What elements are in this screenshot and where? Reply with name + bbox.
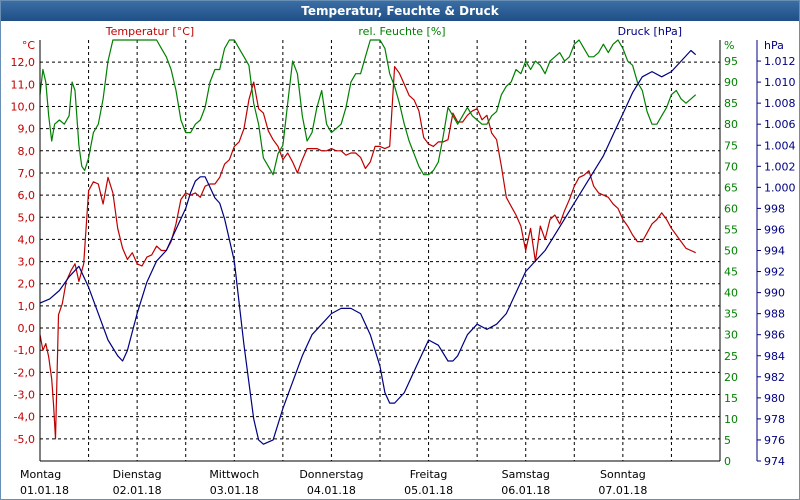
x-tick-date: 07.01.18 <box>598 484 647 497</box>
humidity-tick-label: 30 <box>724 329 738 342</box>
pressure-axis-title: Druck [hPa] <box>618 25 682 38</box>
humidity-tick-label: 90 <box>724 76 738 89</box>
humidity-tick-label: 40 <box>724 287 738 300</box>
x-tick-day: Donnerstag <box>299 468 363 481</box>
temperature-tick-label: -4,0 <box>14 411 35 424</box>
x-tick-date: 05.01.18 <box>404 484 453 497</box>
temperature-tick-label: -3,0 <box>14 389 35 402</box>
series-line-temperature <box>39 65 696 440</box>
x-tick-day: Samstag <box>502 468 550 481</box>
temperature-tick-label: 0,0 <box>18 322 36 335</box>
pressure-tick-label: 1.006 <box>764 118 796 131</box>
pressure-tick-label: 984 <box>764 350 785 363</box>
pressure-tick-label: 982 <box>764 371 785 384</box>
temperature-tick-label: 11,0 <box>11 78 36 91</box>
temperature-tick-label: -2,0 <box>14 366 35 379</box>
humidity-tick-label: 10 <box>724 413 738 426</box>
temperature-tick-label: -5,0 <box>14 433 35 446</box>
humidity-tick-label: 55 <box>724 223 738 236</box>
humidity-tick-label: 15 <box>724 392 738 405</box>
temperature-tick-label: -1,0 <box>14 344 35 357</box>
temperature-tick-label: 7,0 <box>18 167 36 180</box>
x-tick-date: 06.01.18 <box>501 484 550 497</box>
temperature-tick-label: 1,0 <box>18 300 36 313</box>
x-tick-date: 01.01.18 <box>20 484 69 497</box>
labels-layer: 12,0 11,0 10,0 9,0 8,0 7,0 6,0 5,0 4,0 3,0 2,0 1,0 0… <box>11 25 796 497</box>
pressure-tick-label: 1.008 <box>764 97 796 110</box>
temperature-tick-label: 10,0 <box>11 100 36 113</box>
humidity-tick-label: 85 <box>724 97 738 110</box>
pressure-tick-label: 1.012 <box>764 55 796 68</box>
series-layer <box>39 39 697 445</box>
grid-lines <box>39 40 721 461</box>
temperature-tick-label: 9,0 <box>18 123 36 136</box>
series-line-humidity <box>39 39 697 176</box>
humidity-tick-label: 25 <box>724 350 738 363</box>
humidity-tick-label: 0 <box>724 455 731 468</box>
humidity-tick-label: 60 <box>724 202 738 215</box>
x-tick-date: 02.01.18 <box>113 484 162 497</box>
temperature-tick-label: 3,0 <box>18 256 36 269</box>
pressure-tick-label: 998 <box>764 202 785 215</box>
pressure-tick-label: 976 <box>764 434 785 447</box>
axes-layer <box>39 40 761 462</box>
temperature-tick-label: 6,0 <box>18 189 36 202</box>
x-tick-date: 04.01.18 <box>307 484 356 497</box>
humidity-tick-label: 75 <box>724 139 738 152</box>
temperature-tick-label: 5,0 <box>18 211 36 224</box>
humidity-tick-label: 65 <box>724 181 738 194</box>
temperature-tick-label: 2,0 <box>18 278 36 291</box>
humidity-tick-label: 70 <box>724 160 738 173</box>
humidity-axis-title: rel. Feuchte [%] <box>358 25 445 38</box>
humidity-tick-label: 5 <box>724 434 731 447</box>
humidity-unit: % <box>724 39 734 52</box>
chart-title: Temperatur, Feuchte & Druck <box>1 1 799 21</box>
temperature-tick-label: 8,0 <box>18 145 36 158</box>
pressure-unit: hPa <box>764 39 784 52</box>
humidity-tick-label: 20 <box>724 371 738 384</box>
pressure-tick-label: 996 <box>764 223 785 236</box>
x-tick-day: Freitag <box>410 468 448 481</box>
pressure-tick-label: 978 <box>764 413 785 426</box>
pressure-tick-label: 988 <box>764 308 785 321</box>
x-tick-date: 03.01.18 <box>210 484 259 497</box>
humidity-tick-label: 95 <box>724 55 738 68</box>
x-tick-day: Mittwoch <box>209 468 259 481</box>
temperature-tick-label: 12,0 <box>11 56 36 69</box>
temperature-axis-title: Temperatur [°C] <box>105 25 194 38</box>
x-tick-day: Sonntag <box>600 468 646 481</box>
temperature-unit: °C <box>22 39 36 52</box>
pressure-tick-label: 1.010 <box>764 76 796 89</box>
pressure-tick-label: 974 <box>764 455 785 468</box>
temperature-tick-label: 4,0 <box>18 233 36 246</box>
humidity-tick-label: 45 <box>724 266 738 279</box>
pressure-tick-label: 1.002 <box>764 160 796 173</box>
pressure-tick-label: 980 <box>764 392 785 405</box>
x-tick-day: Dienstag <box>113 468 162 481</box>
series-line-pressure <box>39 49 697 445</box>
humidity-tick-label: 50 <box>724 245 738 258</box>
humidity-tick-label: 80 <box>724 118 738 131</box>
pressure-tick-label: 990 <box>764 287 785 300</box>
pressure-tick-label: 1.000 <box>764 181 796 194</box>
pressure-tick-label: 1.004 <box>764 139 796 152</box>
pressure-tick-label: 992 <box>764 266 785 279</box>
pressure-tick-label: 986 <box>764 329 785 342</box>
humidity-tick-label: 35 <box>724 308 738 321</box>
pressure-tick-label: 994 <box>764 245 785 258</box>
x-tick-day: Montag <box>20 468 61 481</box>
